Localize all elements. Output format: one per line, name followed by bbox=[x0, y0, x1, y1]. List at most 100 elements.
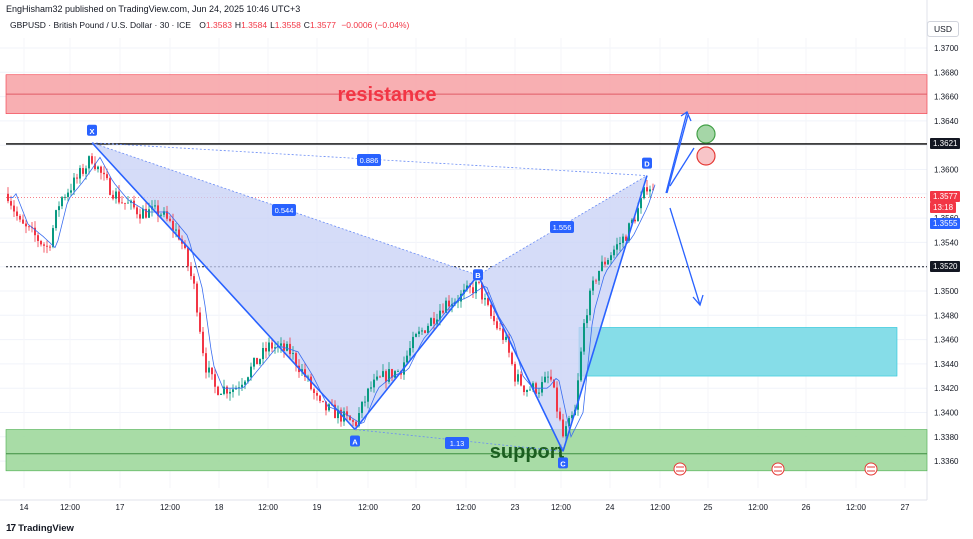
price-axis-label: 1.3600 bbox=[934, 166, 959, 175]
target-circle-green[interactable] bbox=[696, 124, 716, 144]
time-axis-label: 12:00 bbox=[160, 503, 181, 512]
arrow-down-head bbox=[692, 294, 704, 307]
candle-body bbox=[385, 371, 387, 382]
us-flag-event-icon[interactable] bbox=[673, 462, 687, 476]
candle-body bbox=[61, 197, 63, 207]
candle-body bbox=[247, 377, 249, 382]
candle-body bbox=[478, 281, 480, 283]
symbol-ohlc-line: GBPUSD · British Pound / U.S. Dollar · 3… bbox=[10, 20, 409, 30]
us-flag-event-icon[interactable] bbox=[771, 462, 785, 476]
xab-triangle[interactable] bbox=[92, 142, 478, 430]
candle-body bbox=[19, 215, 21, 220]
candle-body bbox=[52, 228, 54, 247]
candle-body bbox=[220, 393, 222, 395]
candle-body bbox=[250, 366, 252, 378]
pattern-leg-bc[interactable] bbox=[477, 274, 564, 452]
candle-body bbox=[73, 177, 75, 191]
pattern-point-a[interactable] bbox=[350, 435, 360, 447]
candle-body bbox=[121, 202, 123, 204]
price-axis-label: 1.3700 bbox=[934, 44, 959, 53]
candle-body bbox=[223, 386, 225, 394]
candle-body bbox=[160, 214, 162, 216]
candle-body bbox=[337, 409, 339, 419]
candle-body bbox=[436, 319, 438, 324]
candle-body bbox=[106, 174, 108, 179]
candle-body bbox=[355, 421, 357, 426]
candle-body bbox=[514, 364, 516, 382]
price-axis-label: 1.3380 bbox=[934, 433, 959, 442]
candle-body bbox=[499, 328, 501, 330]
ratio-label: 0.886 bbox=[360, 156, 379, 165]
support-zone[interactable] bbox=[5, 429, 928, 472]
candle-body bbox=[175, 229, 177, 231]
candle-body bbox=[292, 353, 294, 355]
candle-body bbox=[562, 419, 564, 437]
moving-average-line bbox=[10, 156, 656, 439]
candle-body bbox=[169, 218, 171, 221]
pattern-point-b[interactable] bbox=[473, 269, 483, 281]
candle-body bbox=[163, 211, 165, 215]
time-axis-label: 27 bbox=[901, 503, 910, 512]
candle-body bbox=[559, 411, 561, 420]
pattern-point-x[interactable] bbox=[87, 124, 97, 136]
pattern-leg-cd[interactable] bbox=[562, 175, 648, 452]
candle-body bbox=[115, 191, 117, 199]
time-axis-label: 23 bbox=[511, 503, 520, 512]
us-flag-event-icon[interactable] bbox=[864, 462, 878, 476]
candle-body bbox=[43, 244, 45, 246]
candle-body bbox=[520, 374, 522, 386]
candle-body bbox=[7, 193, 9, 202]
pattern-point-d[interactable] bbox=[642, 157, 652, 169]
candle-body bbox=[391, 369, 393, 378]
candle-body bbox=[424, 330, 426, 333]
candle-body bbox=[625, 236, 627, 241]
candle-body bbox=[142, 208, 144, 219]
candle-body bbox=[517, 374, 519, 382]
candle-body bbox=[388, 369, 390, 382]
price-axis-label: 1.3460 bbox=[934, 336, 959, 345]
pattern-leg-ab[interactable] bbox=[354, 274, 479, 431]
candle-body bbox=[358, 413, 360, 426]
candle-body bbox=[259, 359, 261, 365]
pattern-point-label: A bbox=[352, 438, 358, 447]
candle-body bbox=[16, 211, 18, 216]
candle-body bbox=[571, 415, 573, 419]
price-badge-red: 1.3577 bbox=[930, 191, 961, 203]
projection-arrow-up-2[interactable] bbox=[669, 147, 695, 187]
candle-body bbox=[187, 248, 189, 267]
candle-body bbox=[592, 280, 594, 291]
time-axis-label: 18 bbox=[215, 503, 224, 512]
candle-body bbox=[40, 240, 42, 245]
candle-body bbox=[511, 352, 513, 365]
candle-body bbox=[613, 249, 615, 256]
time-axis-label: 14 bbox=[20, 503, 29, 512]
resistance-label: resistance bbox=[338, 84, 437, 106]
candle-body bbox=[619, 242, 621, 245]
time-axis-label: 12:00 bbox=[456, 503, 477, 512]
price-axis-label: 1.3360 bbox=[934, 457, 959, 466]
candle-body bbox=[541, 382, 543, 393]
bcd-triangle[interactable] bbox=[478, 175, 647, 452]
projection-arrow-up-1[interactable] bbox=[665, 111, 688, 194]
candle-body bbox=[349, 415, 351, 421]
candle-body bbox=[577, 380, 579, 410]
candle-body bbox=[430, 318, 432, 326]
pattern-point-c[interactable] bbox=[558, 457, 568, 469]
candle-body bbox=[202, 331, 204, 354]
price-axis-label: 1.3540 bbox=[934, 238, 959, 247]
candle-body bbox=[586, 315, 588, 324]
candle-body bbox=[472, 287, 474, 294]
candle-body bbox=[196, 283, 198, 313]
candle-body bbox=[412, 336, 414, 349]
currency-selector[interactable]: USD bbox=[927, 21, 959, 37]
candle-body bbox=[427, 325, 429, 333]
target-circle-red[interactable] bbox=[696, 146, 716, 166]
symbol-name[interactable]: GBPUSD · British Pound / U.S. Dollar · 3… bbox=[10, 20, 191, 30]
candle-body bbox=[127, 202, 129, 204]
pattern-leg-xa[interactable] bbox=[91, 142, 356, 431]
candle-body bbox=[523, 385, 525, 393]
projection-arrow-down[interactable] bbox=[669, 207, 701, 306]
demand-zone[interactable] bbox=[578, 327, 898, 377]
candle-body bbox=[607, 260, 609, 265]
